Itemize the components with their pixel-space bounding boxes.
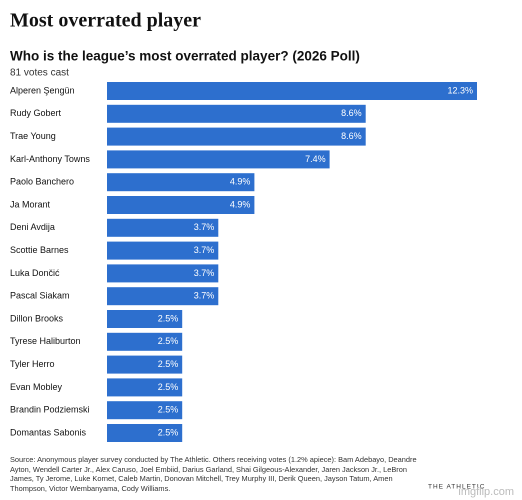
bar — [107, 241, 219, 260]
brand: THE ATHLETIC — [428, 484, 485, 491]
value-label: 4.9% — [230, 177, 251, 187]
category-label: Rudy Gobert — [10, 108, 62, 118]
bar — [107, 424, 183, 442]
value-label: 7.4% — [305, 154, 326, 164]
bar — [107, 127, 366, 146]
category-label: Karl-Anthony Towns — [10, 154, 90, 164]
bar — [107, 104, 366, 123]
category-label: Ja Morant — [10, 199, 51, 209]
watermark: imgflip.com — [458, 486, 514, 498]
bar — [107, 196, 255, 214]
bar — [107, 401, 183, 420]
category-label: Luka Dončić — [10, 268, 60, 278]
bar — [107, 310, 183, 328]
value-label: 3.7% — [194, 291, 215, 301]
value-label: 3.7% — [194, 222, 215, 232]
value-label: 2.5% — [158, 359, 179, 369]
category-label: Brandin Podziemski — [10, 405, 90, 415]
bar — [107, 218, 219, 237]
value-label: 2.5% — [158, 336, 179, 346]
category-label: Dillon Brooks — [10, 313, 64, 323]
value-label: 8.6% — [341, 131, 362, 141]
source-note: Source: Anonymous player survey conducte… — [10, 455, 417, 493]
category-label: Deni Avdija — [10, 222, 55, 232]
value-label: 12.3% — [447, 85, 473, 95]
bar — [107, 264, 219, 283]
bar — [107, 378, 183, 397]
category-label: Tyrese Haliburton — [10, 336, 81, 346]
chart-title: Who is the league’s most overrated playe… — [10, 49, 360, 64]
value-label: 3.7% — [194, 245, 215, 255]
bar — [107, 332, 183, 351]
category-label: Domantas Sabonis — [10, 427, 87, 437]
bar — [107, 82, 477, 100]
value-label: 2.5% — [158, 313, 179, 323]
bar — [107, 150, 330, 169]
bar — [107, 287, 219, 306]
chart-subtitle: 81 votes cast — [10, 68, 69, 79]
bar — [107, 173, 255, 192]
value-label: 8.6% — [341, 108, 362, 118]
page-title: Most overrated player — [10, 10, 201, 32]
category-label: Tyler Herro — [10, 359, 55, 369]
value-label: 2.5% — [158, 382, 179, 392]
value-label: 2.5% — [158, 427, 179, 437]
category-label: Pascal Siakam — [10, 291, 70, 301]
category-label: Trae Young — [10, 131, 56, 141]
category-label: Evan Mobley — [10, 382, 63, 392]
value-label: 2.5% — [158, 405, 179, 415]
category-label: Scottie Barnes — [10, 245, 69, 255]
value-label: 3.7% — [194, 268, 215, 278]
category-label: Alperen Şengün — [10, 85, 75, 95]
category-label: Paolo Banchero — [10, 177, 74, 187]
value-label: 4.9% — [230, 199, 251, 209]
bar — [107, 355, 183, 374]
